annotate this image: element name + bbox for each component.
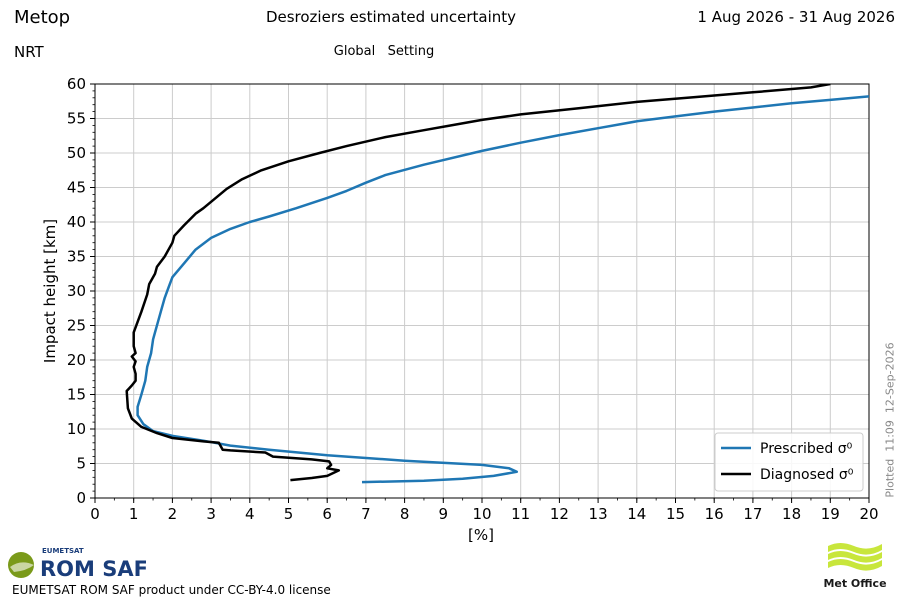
y-tick-label: 5 xyxy=(76,455,86,473)
met-office-logo-text: Met Office xyxy=(823,577,886,590)
x-tick-label: 17 xyxy=(743,505,762,523)
eumetsat-logo-main: ROM SAF xyxy=(40,557,146,581)
y-tick-label: 50 xyxy=(67,144,86,162)
x-tick-label: 1 xyxy=(129,505,139,523)
x-tick-label: 2 xyxy=(168,505,178,523)
y-tick-label: 55 xyxy=(67,110,86,128)
y-tick-label: 20 xyxy=(67,351,86,369)
legend-label-0: Prescribed σ⁰ xyxy=(760,441,853,457)
x-tick-label: 11 xyxy=(511,505,530,523)
y-tick-label: 25 xyxy=(67,317,86,335)
license-text: EUMETSAT ROM SAF product under CC-BY-4.0… xyxy=(12,583,331,597)
x-tick-label: 8 xyxy=(400,505,410,523)
series-line-0 xyxy=(136,95,869,484)
chart-legend: Prescribed σ⁰ Diagnosed σ⁰ xyxy=(714,432,864,492)
x-tick-label: 6 xyxy=(322,505,332,523)
eumetsat-logo-small: EUMETSAT xyxy=(42,547,84,555)
y-axis-label: Impact height [km] xyxy=(41,219,59,363)
x-tick-label: 19 xyxy=(821,505,840,523)
eumetsat-swoosh-icon xyxy=(10,562,34,572)
y-tick-label: 45 xyxy=(67,179,86,197)
legend-label-1: Diagnosed σ⁰ xyxy=(760,467,854,483)
chart-title: Desroziers estimated uncertainty xyxy=(265,8,517,26)
x-tick-label: 13 xyxy=(589,505,608,523)
x-tick-label: 5 xyxy=(284,505,294,523)
product-label: NRT xyxy=(14,43,44,61)
x-tick-label: 18 xyxy=(782,505,801,523)
y-tick-label: 40 xyxy=(67,213,86,231)
y-tick-label: 60 xyxy=(67,75,86,93)
series-line-1 xyxy=(125,84,831,482)
met-office-waves-icon xyxy=(828,543,882,571)
date-range: 1 Aug 2026 - 31 Aug 2026 xyxy=(697,8,895,26)
chart-grid xyxy=(95,84,869,498)
satellite-name: Metop xyxy=(14,7,71,28)
y-tick-label: 10 xyxy=(67,420,86,438)
x-tick-label: 0 xyxy=(90,505,100,523)
y-tick-label: 35 xyxy=(67,248,86,266)
x-tick-label: 16 xyxy=(705,505,724,523)
chart-series xyxy=(125,84,869,484)
setting-label: Global Setting xyxy=(333,44,435,59)
x-tick-label: 20 xyxy=(859,505,878,523)
x-tick-label: 7 xyxy=(361,505,371,523)
plot-frame xyxy=(94,83,870,499)
x-tick-label: 15 xyxy=(666,505,685,523)
legend-box xyxy=(714,432,864,492)
y-tick-label: 15 xyxy=(67,386,86,404)
chart-axes: 0 1 2 3 4 5 6 7 8 9 10 11 12 13 14 15 16 17 18 19 2005101520… xyxy=(67,75,879,523)
x-tick-label: 9 xyxy=(439,505,449,523)
x-tick-label: 10 xyxy=(472,505,491,523)
x-axis-label: [%] xyxy=(468,526,494,544)
met-office-logo: Met Office xyxy=(823,543,887,590)
x-tick-label: 12 xyxy=(550,505,569,523)
y-tick-label: 30 xyxy=(67,282,86,300)
plotted-timestamp: Plotted 11:09 12-Sep-2026 xyxy=(883,342,897,498)
y-tick-label: 0 xyxy=(76,489,86,507)
x-tick-label: 4 xyxy=(245,505,255,523)
x-tick-label: 3 xyxy=(206,505,216,523)
eumetsat-rom-saf-logo: EUMETSAT ROM SAF xyxy=(8,547,146,581)
x-tick-label: 14 xyxy=(627,505,646,523)
